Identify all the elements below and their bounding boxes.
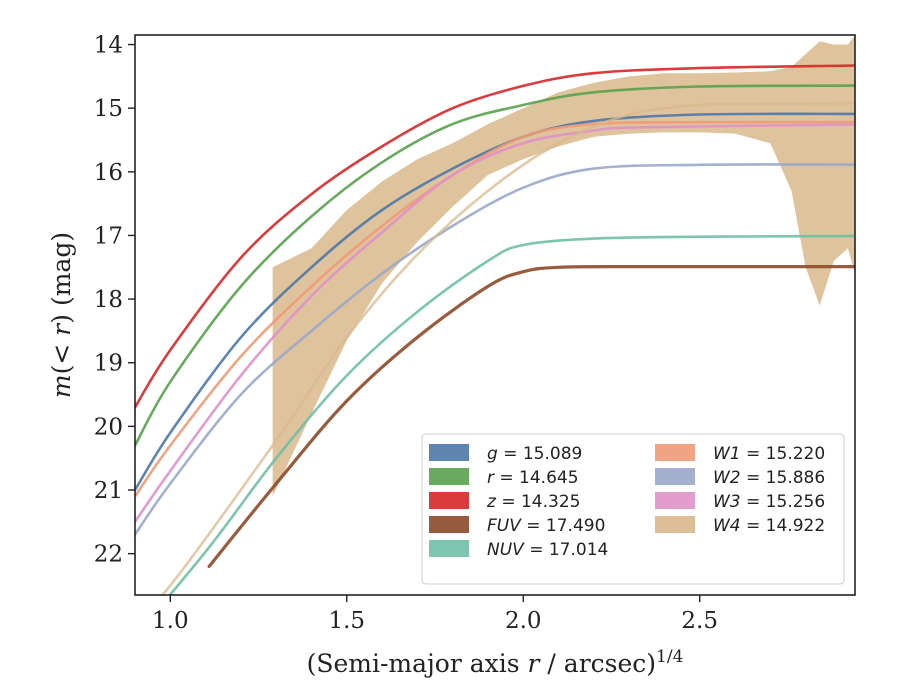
y-tick-label: 19 xyxy=(94,351,123,377)
y-tick-label: 20 xyxy=(94,414,123,440)
x-tick-label: 1.0 xyxy=(152,608,189,634)
y-tick-label: 21 xyxy=(94,478,123,504)
legend-swatch-w1 xyxy=(655,444,695,461)
x-axis-ticks: 1.0 1.5 2.0 2.5 xyxy=(152,595,718,634)
legend-swatch-nuv xyxy=(429,540,469,557)
x-tick-label: 2.5 xyxy=(681,608,718,634)
y-tick-label: 22 xyxy=(94,542,123,568)
series-line-z xyxy=(135,64,855,409)
legend-swatch-fuv xyxy=(429,516,469,533)
legend-swatch-w2 xyxy=(655,468,695,485)
series-line-r xyxy=(135,84,855,447)
legend-label-g: g = 15.089 xyxy=(487,444,582,464)
x-tick-label: 2.0 xyxy=(505,608,542,634)
series-layer xyxy=(135,64,855,595)
y-axis-ticks: 14 15 16 17 18 19 20 21 22 xyxy=(94,33,135,568)
legend-box xyxy=(421,433,845,585)
legend: g = 15.089 r = 14.645 z = 14.325 FUV = 17.4… xyxy=(421,433,845,585)
series-line-nuv xyxy=(168,234,855,595)
series-line-w4 xyxy=(160,101,855,595)
legend-label-fuv: FUV = 17.490 xyxy=(487,516,605,536)
x-axis-title: (Semi-major axis r / arcsec)1/4 xyxy=(307,647,684,678)
legend-label-z: z = 14.325 xyxy=(486,492,580,512)
legend-swatch-w3 xyxy=(655,492,695,509)
series-line-w3 xyxy=(135,123,855,524)
legend-swatch-w4 xyxy=(655,516,695,533)
y-axis-title: m(< r) (mag) xyxy=(47,232,76,398)
series-line-fuv xyxy=(207,264,855,568)
series-line-g xyxy=(135,112,855,492)
legend-label-w1: W1 = 15.220 xyxy=(713,444,825,464)
legend-label-w3: W3 = 15.256 xyxy=(713,492,825,512)
plot-frame xyxy=(134,34,856,596)
legend-swatch-r xyxy=(429,468,469,485)
legend-label-nuv: NUV = 17.014 xyxy=(487,540,608,560)
legend-label-w2: W2 = 15.886 xyxy=(713,468,825,488)
legend-swatch-z xyxy=(429,492,469,509)
series-line-w2 xyxy=(135,163,855,536)
legend-label-r: r = 14.645 xyxy=(487,468,579,488)
x-tick-label: 1.5 xyxy=(328,608,365,634)
y-tick-label: 14 xyxy=(94,33,123,59)
y-tick-label: 15 xyxy=(94,96,123,122)
legend-swatch-g xyxy=(429,444,469,461)
y-tick-label: 16 xyxy=(94,160,123,186)
y-tick-label: 18 xyxy=(94,287,123,313)
y-tick-label: 17 xyxy=(94,223,123,249)
legend-label-w4: W4 = 14.922 xyxy=(713,516,825,536)
